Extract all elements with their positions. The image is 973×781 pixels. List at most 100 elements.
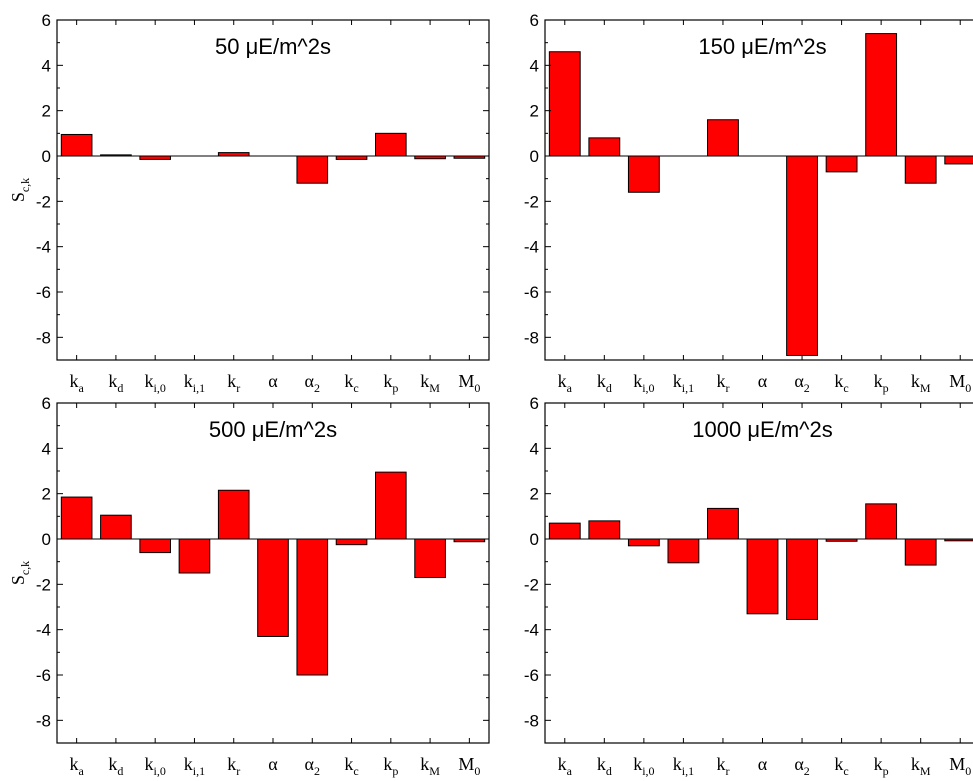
y-tick-label: 2 [530, 485, 539, 504]
y-tick-label: 6 [530, 394, 539, 413]
category-label: kp [383, 371, 398, 395]
chart-title: 50 μE/m^2s [215, 34, 331, 59]
bar-2 [139, 155, 171, 160]
y-tick-label: 6 [42, 394, 51, 413]
y-tick-label: 4 [42, 56, 51, 75]
y-tick-label: -8 [36, 328, 51, 347]
bars [60, 132, 486, 184]
bar-8 [865, 503, 898, 540]
bar-5 [746, 538, 779, 615]
bar-1 [588, 137, 621, 157]
bar-4 [707, 119, 739, 157]
bar-0 [60, 496, 93, 540]
bar-7 [825, 538, 858, 542]
bar-8 [375, 132, 407, 157]
bar-5 [257, 538, 289, 637]
plot-frame [56, 19, 490, 361]
y-tick-label: -8 [524, 711, 539, 730]
bar-6 [786, 155, 818, 356]
bar-2 [627, 155, 660, 193]
y-tick-label: 6 [530, 11, 539, 30]
y-tick-label: 0 [42, 147, 51, 166]
bar-1 [100, 514, 132, 540]
y-tick-label: 2 [42, 102, 51, 121]
category-label: α [268, 754, 278, 774]
category-label: kd [108, 371, 123, 395]
category-label: ka [558, 754, 573, 778]
bar-8 [375, 471, 407, 540]
y-tick-label: 2 [530, 102, 539, 121]
category-label: kd [597, 371, 612, 395]
bar-9 [414, 538, 446, 579]
category-label: kp [383, 754, 398, 778]
bar-9 [414, 155, 446, 160]
category-label: M0 [949, 371, 971, 395]
y-tick-label: -6 [36, 283, 51, 302]
y-tick-label: 0 [530, 530, 539, 549]
chart-title: 150 μE/m^2s [698, 34, 826, 59]
category-label: α2 [794, 371, 809, 395]
y-tick-label: 4 [530, 56, 539, 75]
y-tick-label: 4 [42, 439, 51, 458]
bar-10 [944, 155, 973, 165]
bar-9 [904, 538, 937, 566]
category-label: α2 [305, 754, 320, 778]
bar-2 [627, 538, 660, 547]
bar-6 [296, 538, 329, 676]
bar-10 [453, 155, 486, 159]
y-tick-label: -2 [524, 192, 539, 211]
category-label: kr [227, 371, 240, 395]
y-tick-label: -8 [36, 711, 51, 730]
category-label: ki,1 [184, 371, 205, 395]
bar-3 [667, 538, 700, 564]
y-axis-label: Sc,k [8, 178, 32, 202]
bars [548, 33, 973, 356]
chart-title: 500 μE/m^2s [209, 417, 337, 442]
bar-8 [865, 33, 898, 157]
bar-7 [825, 155, 858, 173]
category-label: M0 [949, 754, 971, 778]
y-axis-label: Sc,k [8, 561, 32, 585]
y-tick-label: -6 [524, 666, 539, 685]
y-tick-label: 4 [530, 439, 539, 458]
bars [60, 471, 486, 676]
y-tick-label: -8 [524, 328, 539, 347]
category-label: kM [911, 371, 931, 395]
y-tick-label: -4 [36, 238, 51, 257]
y-tick-label: 0 [42, 530, 51, 549]
plot-frame [544, 19, 973, 361]
category-label: kc [834, 754, 848, 778]
bar-4 [217, 489, 250, 540]
category-label: α2 [794, 754, 809, 778]
category-label: M0 [458, 371, 480, 395]
category-label: kp [874, 371, 889, 395]
bar-7 [335, 538, 368, 546]
chart-panel-50: 6 4 2 0 -2 -4 -6 -8 ka kd ki,0 ki,1 kr α α2 kc kp kM M0 50 … [8, 11, 490, 395]
category-label: ki,0 [145, 371, 166, 395]
y-tick-label: -2 [36, 575, 51, 594]
y-tick-label: -4 [36, 621, 51, 640]
category-label: kp [874, 754, 889, 778]
bar-6 [786, 538, 818, 620]
y-tick-label: 2 [42, 485, 51, 504]
y-tick-label: -4 [524, 238, 539, 257]
category-label: kM [420, 754, 440, 778]
category-label: ki,0 [145, 754, 166, 778]
y-tick-label: -6 [524, 283, 539, 302]
bar-6 [296, 155, 329, 184]
category-label: ki,0 [633, 754, 654, 778]
category-label: kc [344, 754, 358, 778]
chart-title: 1000 μE/m^2s [692, 417, 832, 442]
bar-2 [139, 538, 171, 554]
bars [548, 503, 973, 620]
y-tick-label: -4 [524, 621, 539, 640]
category-label: ki,1 [673, 754, 694, 778]
bar-10 [453, 538, 486, 543]
bar-0 [548, 51, 581, 157]
category-label: ka [69, 754, 84, 778]
bar-7 [335, 155, 368, 160]
category-label: kr [716, 754, 729, 778]
category-label: kM [911, 754, 931, 778]
category-label: kM [420, 371, 440, 395]
